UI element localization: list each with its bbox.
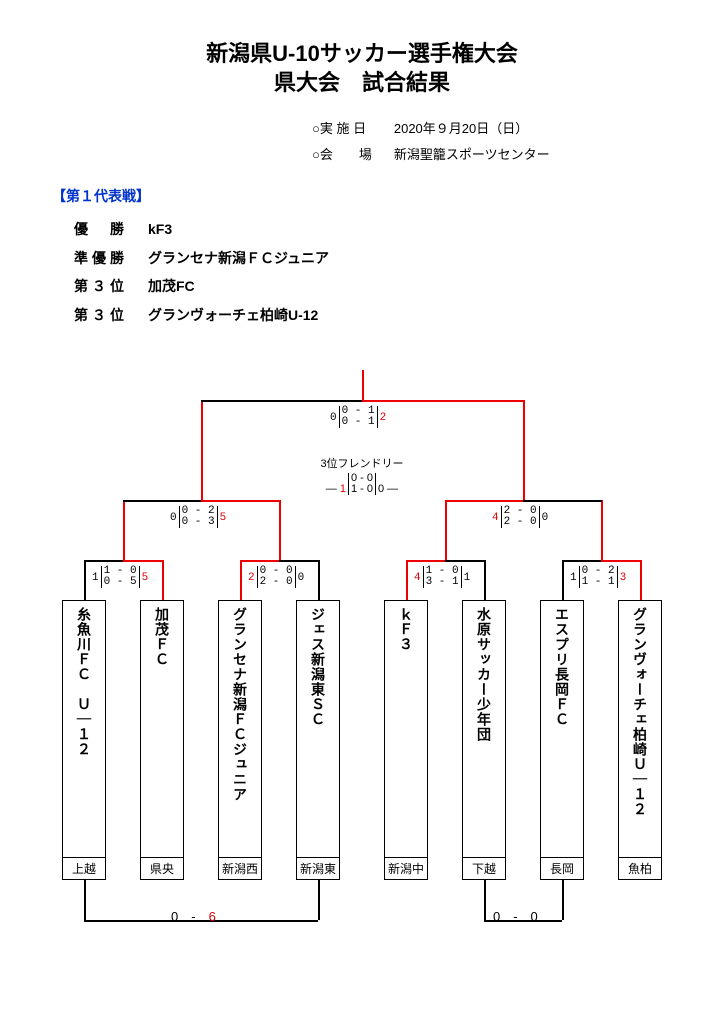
score-box: 41 - 03 - 11: [414, 566, 470, 588]
score-box: 20 - 02 - 00: [248, 566, 304, 588]
team-box: 水原サッカー少年団下越: [462, 600, 506, 880]
score-box: 42 - 02 - 00: [492, 506, 548, 528]
score-box: 00 - 20 - 35: [170, 506, 226, 528]
title-line2: 県大会 試合結果: [0, 69, 724, 98]
venue-value: 新潟聖籠スポーツセンター: [394, 143, 550, 166]
team-box: ｋＦ３新潟中: [384, 600, 428, 880]
score-box: 10 - 21 - 13: [570, 566, 626, 588]
team-box: ジェス新潟東ＳＣ新潟東: [296, 600, 340, 880]
bottom-score: 0 - 6: [171, 906, 216, 925]
section-label: 【第１代表戦】: [52, 186, 724, 206]
result-row: 準優勝グランセナ新潟ＦＣジュニア: [74, 245, 329, 272]
results-table: 優 勝kF3 準優勝グランセナ新潟ＦＣジュニア 第３位加茂FC 第３位グランヴォ…: [72, 214, 331, 330]
venue-label: ○会 場: [312, 143, 392, 166]
team-box: エスプリ長岡ＦＣ長岡: [540, 600, 584, 880]
date-value: 2020年９月20日（日）: [394, 117, 550, 140]
date-label: ○実 施 日: [312, 117, 392, 140]
bracket-diagram: 糸魚川ＦＣ Ｕ｜１２上越加茂ＦＣ県央グランセナ新潟ＦＣジュニア新潟西ジェス新潟東…: [0, 340, 724, 980]
result-row: 第３位加茂FC: [74, 273, 329, 300]
meta-table: ○実 施 日2020年９月20日（日） ○会 場新潟聖籠スポーツセンター: [310, 115, 552, 168]
team-box: 糸魚川ＦＣ Ｕ｜１２上越: [62, 600, 106, 880]
team-box: 加茂ＦＣ県央: [140, 600, 184, 880]
team-box: グランセナ新潟ＦＣジュニア新潟西: [218, 600, 262, 880]
team-box: グランヴォーチェ柏崎Ｕ｜１２魚柏: [618, 600, 662, 880]
score-box: 00 - 10 - 12: [330, 406, 386, 428]
bottom-score: 0 - 0: [493, 906, 538, 925]
result-row: 優 勝kF3: [74, 216, 329, 243]
friendly-match: 3位フレンドリー― 10 - 01 - 00 ―: [287, 455, 437, 495]
title-line1: 新潟県U-10サッカー選手権大会: [0, 40, 724, 69]
score-box: 11 - 00 - 55: [92, 566, 148, 588]
result-row: 第３位グランヴォーチェ柏崎U-12: [74, 302, 329, 329]
